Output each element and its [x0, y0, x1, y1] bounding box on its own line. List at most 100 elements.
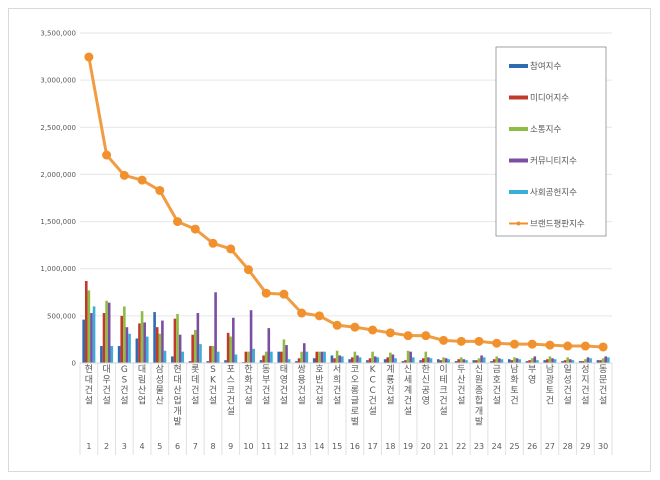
x-rank-label: 15 [332, 442, 342, 451]
x-rank-label: 5 [157, 442, 162, 451]
bar-미디어지수 [191, 334, 194, 363]
bar-커뮤니티지수 [480, 355, 483, 363]
y-tick-label: 2,500,000 [40, 124, 76, 132]
line-point [509, 339, 519, 349]
bar-미디어지수 [421, 358, 425, 363]
bar-소통지수 [601, 358, 605, 363]
bar-사회공헌지수 [394, 358, 397, 363]
x-rank-label: 22 [456, 442, 466, 451]
bar-커뮤니티지수 [178, 334, 182, 363]
bar-참여지수 [135, 338, 139, 363]
legend-swatch [509, 127, 528, 131]
line-point [474, 336, 484, 346]
x-rank-label: 13 [297, 442, 307, 451]
bar-소통지수 [300, 351, 303, 363]
line-point [350, 322, 360, 332]
bar-커뮤니티지수 [586, 357, 590, 363]
bar-미디어지수 [599, 360, 602, 363]
bar-커뮤니티지수 [391, 354, 395, 363]
bar-사회공헌지수 [92, 306, 96, 363]
legend-label: 참여지수 [530, 61, 561, 72]
x-rank-label: 12 [279, 442, 289, 451]
bar-사회공헌지수 [323, 351, 326, 363]
bar-사회공헌지수 [234, 354, 238, 363]
bar-커뮤니티지수 [427, 357, 430, 363]
bar-미디어지수 [244, 351, 248, 363]
bar-미디어지수 [404, 360, 407, 363]
bar-소통지수 [530, 358, 534, 363]
line-point [243, 265, 253, 275]
line-point [297, 308, 307, 318]
bar-소통지수 [371, 351, 374, 363]
bar-미디어지수 [84, 280, 88, 363]
bar-참여지수 [117, 346, 121, 363]
x-rank-label: 30 [598, 442, 608, 451]
bar-커뮤니티지수 [444, 358, 448, 363]
line-point [385, 328, 395, 338]
bar-미디어지수 [510, 360, 514, 363]
bar-미디어지수 [155, 327, 159, 363]
x-rank-label: 20 [421, 442, 431, 451]
bar-미디어지수 [457, 359, 460, 363]
x-rank-label: 2 [104, 442, 109, 451]
line-point [368, 325, 378, 335]
bar-사회공헌지수 [376, 357, 380, 363]
bar-사회공헌지수 [553, 359, 557, 363]
bar-미디어지수 [563, 360, 567, 363]
bar-사회공헌지수 [341, 356, 344, 363]
bar-사회공헌지수 [500, 359, 504, 363]
bar-참여지수 [543, 360, 547, 363]
x-rank-label: 9 [228, 442, 233, 451]
bar-커뮤니티지수 [409, 351, 412, 363]
bar-사회공헌지수 [252, 348, 255, 363]
bar-커뮤니티지수 [462, 359, 466, 363]
line-point [598, 342, 608, 352]
x-rank-label: 8 [210, 442, 215, 451]
bar-소통지수 [282, 339, 286, 363]
line-point [421, 331, 431, 341]
legend-label: 브랜드평판지수 [530, 219, 585, 230]
x-rank-label: 19 [403, 442, 413, 451]
line-point [527, 339, 537, 349]
x-rank-label: 23 [474, 442, 484, 451]
bar-소통지수 [229, 336, 233, 363]
x-rank-label: 11 [261, 442, 271, 451]
line-point [492, 338, 502, 348]
legend-label: 사회공헌지수 [530, 188, 577, 198]
bar-사회공헌지수 [607, 357, 610, 363]
bar-참여지수 [437, 359, 440, 363]
y-tick-label: 3,000,000 [40, 77, 76, 85]
bar-참여지수 [472, 360, 476, 363]
line-point [403, 331, 413, 341]
bar-커뮤니티지수 [125, 327, 129, 363]
line-point [545, 340, 555, 350]
bar-미디어지수 [439, 360, 443, 363]
bar-미디어지수 [138, 323, 141, 363]
bar-커뮤니티지수 [373, 356, 377, 363]
bar-참여지수 [490, 361, 493, 363]
bar-사회공헌지수 [216, 351, 220, 363]
legend-swatch [509, 158, 528, 163]
bar-사회공헌지수 [163, 350, 167, 363]
x-rank-label: 1 [86, 442, 91, 451]
bar-사회공헌지수 [518, 359, 521, 363]
bar-미디어지수 [297, 358, 301, 363]
line-point [314, 311, 324, 321]
bar-참여지수 [401, 361, 405, 363]
line-point [190, 224, 200, 234]
x-rank-label: 16 [350, 442, 360, 451]
bar-미디어지수 [581, 361, 585, 363]
bar-커뮤니티지수 [143, 322, 146, 363]
